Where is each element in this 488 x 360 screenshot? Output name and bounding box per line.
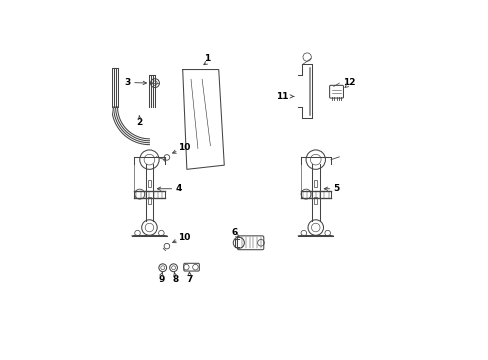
Text: 7: 7 xyxy=(186,275,192,284)
Bar xyxy=(147,180,151,187)
Text: 12: 12 xyxy=(343,78,355,87)
Bar xyxy=(147,197,151,204)
Text: 10: 10 xyxy=(178,233,190,242)
Text: 1: 1 xyxy=(204,54,210,63)
Bar xyxy=(313,197,317,204)
Text: 6: 6 xyxy=(231,228,238,237)
Text: 9: 9 xyxy=(158,275,164,284)
Text: 8: 8 xyxy=(172,275,178,284)
Text: 2: 2 xyxy=(136,118,142,127)
Text: 11: 11 xyxy=(276,92,288,101)
Text: 5: 5 xyxy=(332,184,339,193)
Text: 10: 10 xyxy=(178,144,190,153)
Text: 3: 3 xyxy=(124,78,130,87)
Text: 4: 4 xyxy=(175,184,181,193)
Bar xyxy=(313,180,317,187)
